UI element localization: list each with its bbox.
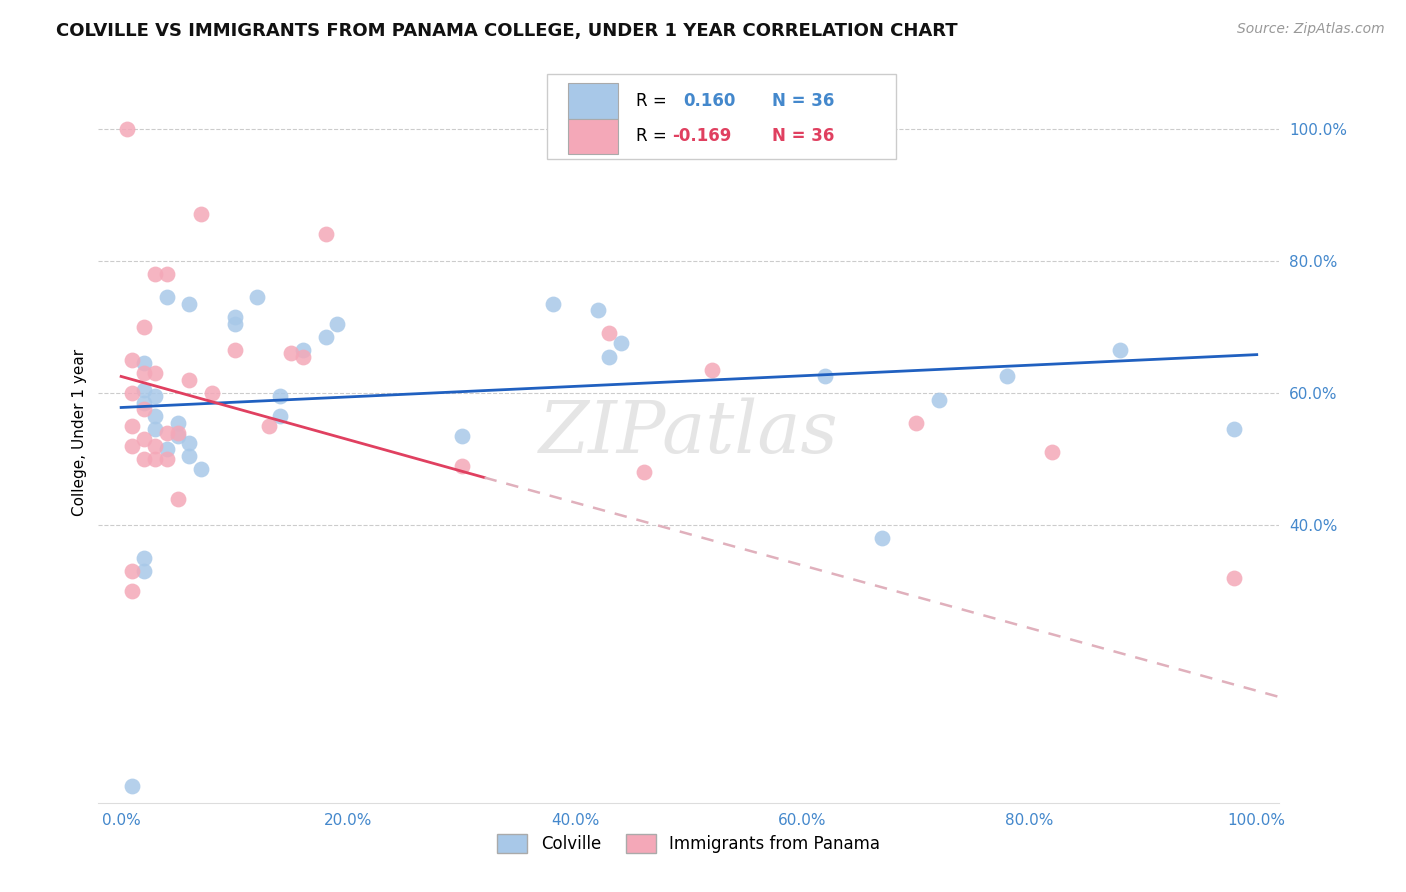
Point xyxy=(132,356,155,370)
Point xyxy=(598,350,620,364)
Point xyxy=(143,452,166,467)
Point xyxy=(132,565,155,579)
Point xyxy=(179,373,201,387)
Point xyxy=(167,491,190,506)
FancyBboxPatch shape xyxy=(568,119,619,154)
Point xyxy=(1109,343,1132,357)
Point xyxy=(905,416,928,430)
Y-axis label: College, Under 1 year: College, Under 1 year xyxy=(72,349,87,516)
Point xyxy=(143,389,166,403)
Point xyxy=(155,267,177,281)
Point xyxy=(179,449,201,463)
Point xyxy=(190,207,212,221)
Text: 0.160: 0.160 xyxy=(683,92,735,110)
Point xyxy=(541,296,564,310)
Point xyxy=(143,422,166,436)
Point xyxy=(201,386,224,401)
Point xyxy=(814,369,837,384)
Point xyxy=(598,326,620,341)
Point xyxy=(190,462,212,476)
Point xyxy=(179,296,201,310)
Point xyxy=(315,227,337,242)
Text: COLVILLE VS IMMIGRANTS FROM PANAMA COLLEGE, UNDER 1 YEAR CORRELATION CHART: COLVILLE VS IMMIGRANTS FROM PANAMA COLLE… xyxy=(56,22,957,40)
Point xyxy=(450,458,472,473)
Point xyxy=(132,432,155,446)
Point xyxy=(291,350,314,364)
Point xyxy=(115,121,138,136)
Point xyxy=(167,416,190,430)
Point xyxy=(143,439,166,453)
Point xyxy=(121,386,143,401)
Text: R =: R = xyxy=(636,128,672,145)
Text: -0.169: -0.169 xyxy=(672,128,731,145)
Point xyxy=(610,336,633,351)
Point xyxy=(121,439,143,453)
Point xyxy=(870,532,893,546)
Point xyxy=(167,425,190,440)
Point xyxy=(155,452,177,467)
Point xyxy=(246,290,269,304)
Point xyxy=(224,310,246,324)
Point xyxy=(155,290,177,304)
Point xyxy=(179,435,201,450)
Point xyxy=(132,452,155,467)
Text: N = 36: N = 36 xyxy=(772,92,834,110)
Point xyxy=(291,343,314,357)
Point xyxy=(995,369,1018,384)
Point xyxy=(1040,445,1063,459)
Point xyxy=(132,551,155,566)
Point xyxy=(269,389,291,403)
Point xyxy=(143,409,166,423)
Point xyxy=(155,425,177,440)
Point xyxy=(315,330,337,344)
FancyBboxPatch shape xyxy=(568,83,619,119)
Point xyxy=(167,429,190,443)
Point xyxy=(700,363,723,377)
Point xyxy=(132,366,155,380)
Point xyxy=(132,402,155,417)
Point xyxy=(257,419,280,434)
Point xyxy=(155,442,177,457)
Point xyxy=(928,392,950,407)
Point xyxy=(121,779,143,793)
Point xyxy=(132,319,155,334)
Point xyxy=(121,419,143,434)
Point xyxy=(224,343,246,357)
Point xyxy=(633,465,655,479)
Point xyxy=(450,429,472,443)
Text: ZIPatlas: ZIPatlas xyxy=(538,397,839,468)
Point xyxy=(326,317,349,331)
Point xyxy=(132,383,155,397)
Point xyxy=(1223,422,1246,436)
Text: Source: ZipAtlas.com: Source: ZipAtlas.com xyxy=(1237,22,1385,37)
Point xyxy=(121,352,143,367)
Point xyxy=(143,366,166,380)
Point xyxy=(269,409,291,423)
Point xyxy=(586,303,609,318)
Point xyxy=(121,584,143,599)
Point xyxy=(280,346,302,360)
Point xyxy=(132,396,155,410)
Point xyxy=(224,317,246,331)
Text: R =: R = xyxy=(636,92,672,110)
FancyBboxPatch shape xyxy=(547,73,896,159)
Text: N = 36: N = 36 xyxy=(772,128,834,145)
Legend: Colville, Immigrants from Panama: Colville, Immigrants from Panama xyxy=(489,825,889,861)
Point xyxy=(143,267,166,281)
Point xyxy=(121,565,143,579)
Point xyxy=(1223,571,1246,585)
